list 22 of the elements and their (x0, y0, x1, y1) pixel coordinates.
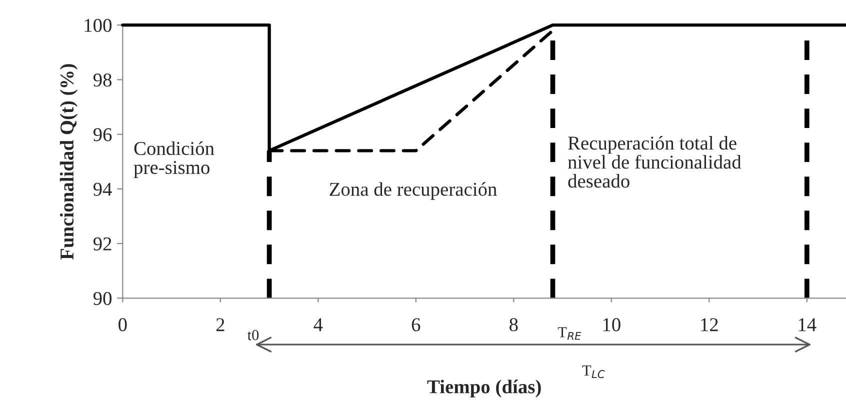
x-tick-label: 0 (118, 318, 127, 332)
x-axis-title: Tiempo (días) (427, 380, 541, 398)
y-tick-label: 100 (84, 18, 112, 32)
y-tick-label: 98 (93, 73, 112, 87)
x-tick-label: 8 (510, 318, 518, 332)
y-tick-label: 90 (93, 292, 112, 306)
x-tick-label: 12 (701, 318, 718, 332)
annotation: Recuperación total de nivel de funcionalidad deseado (568, 136, 742, 188)
y-tick-label: 92 (93, 237, 112, 250)
ref-line-label: T$_{RE}$ (558, 327, 582, 340)
y-tick-label: 94 (93, 182, 112, 196)
x-tick-label: 10 (603, 318, 620, 332)
x-tick-label: 4 (314, 318, 323, 332)
annotation: Zona de recuperación (330, 182, 497, 200)
x-tick-label: 2 (216, 318, 224, 332)
ref-line-label: t0 (247, 330, 259, 340)
y-tick-label: 96 (93, 128, 112, 142)
x-tick-label: 14 (798, 318, 816, 332)
x-tick-label: 6 (412, 318, 420, 332)
y-axis-title: Funcionalidad Q(t) (%) (60, 64, 78, 260)
annotation: Condición pre-sismo (134, 141, 214, 178)
text: T$_{LC}$ (582, 365, 605, 378)
